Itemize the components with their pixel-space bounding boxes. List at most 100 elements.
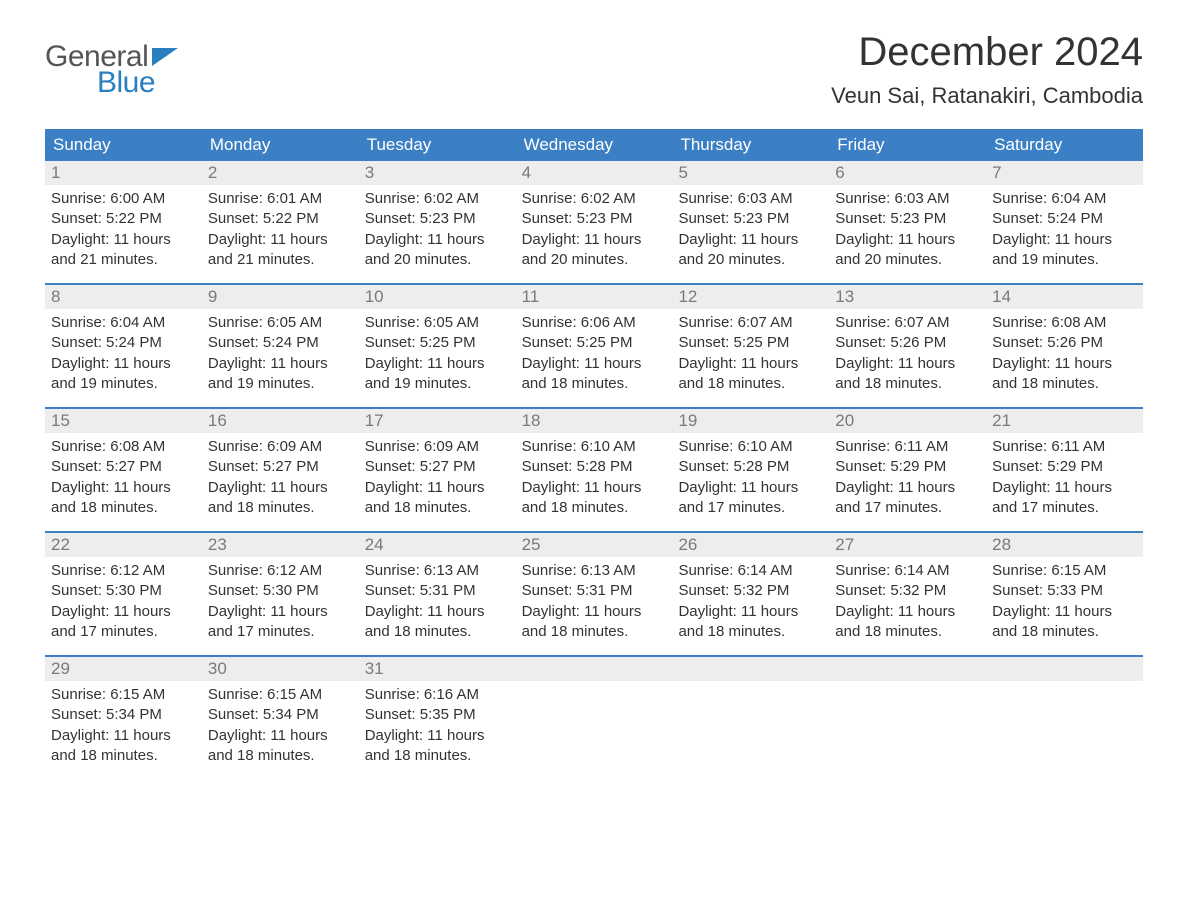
day-number: 18	[516, 409, 673, 433]
day-number: 2	[202, 161, 359, 185]
sunset-text: Sunset: 5:30 PM	[51, 581, 196, 601]
sunrise-text: Sunrise: 6:02 AM	[522, 189, 667, 209]
day-number: 1	[45, 161, 202, 185]
day-body: Sunrise: 6:08 AMSunset: 5:26 PMDaylight:…	[986, 309, 1143, 404]
day-number: 17	[359, 409, 516, 433]
daylight-text-1: Daylight: 11 hours	[835, 230, 980, 250]
day-cell: 4Sunrise: 6:02 AMSunset: 5:23 PMDaylight…	[516, 161, 673, 283]
daylight-text-2: and 20 minutes.	[835, 250, 980, 270]
daylight-text-1: Daylight: 11 hours	[208, 354, 353, 374]
day-number: 16	[202, 409, 359, 433]
day-number: 21	[986, 409, 1143, 433]
day-number-empty	[829, 657, 986, 681]
day-number: 9	[202, 285, 359, 309]
daylight-text-2: and 19 minutes.	[51, 374, 196, 394]
day-cell: 7Sunrise: 6:04 AMSunset: 5:24 PMDaylight…	[986, 161, 1143, 283]
day-header-sun: Sunday	[45, 129, 202, 161]
day-body: Sunrise: 6:05 AMSunset: 5:25 PMDaylight:…	[359, 309, 516, 404]
daylight-text-1: Daylight: 11 hours	[51, 230, 196, 250]
day-cell: 22Sunrise: 6:12 AMSunset: 5:30 PMDayligh…	[45, 533, 202, 655]
day-cell: 2Sunrise: 6:01 AMSunset: 5:22 PMDaylight…	[202, 161, 359, 283]
sunset-text: Sunset: 5:26 PM	[992, 333, 1137, 353]
day-header-mon: Monday	[202, 129, 359, 161]
sunrise-text: Sunrise: 6:13 AM	[365, 561, 510, 581]
day-cell: 28Sunrise: 6:15 AMSunset: 5:33 PMDayligh…	[986, 533, 1143, 655]
day-cell: 31Sunrise: 6:16 AMSunset: 5:35 PMDayligh…	[359, 657, 516, 779]
sunset-text: Sunset: 5:35 PM	[365, 705, 510, 725]
sunrise-text: Sunrise: 6:10 AM	[678, 437, 823, 457]
daylight-text-1: Daylight: 11 hours	[992, 602, 1137, 622]
daylight-text-2: and 20 minutes.	[365, 250, 510, 270]
day-body: Sunrise: 6:07 AMSunset: 5:26 PMDaylight:…	[829, 309, 986, 404]
daylight-text-2: and 18 minutes.	[522, 622, 667, 642]
sunset-text: Sunset: 5:22 PM	[51, 209, 196, 229]
day-cell: 24Sunrise: 6:13 AMSunset: 5:31 PMDayligh…	[359, 533, 516, 655]
sunset-text: Sunset: 5:33 PM	[992, 581, 1137, 601]
day-number-empty	[986, 657, 1143, 681]
sunset-text: Sunset: 5:23 PM	[365, 209, 510, 229]
day-number: 31	[359, 657, 516, 681]
daylight-text-2: and 19 minutes.	[365, 374, 510, 394]
day-body: Sunrise: 6:04 AMSunset: 5:24 PMDaylight:…	[986, 185, 1143, 280]
sunset-text: Sunset: 5:28 PM	[678, 457, 823, 477]
day-cell: 23Sunrise: 6:12 AMSunset: 5:30 PMDayligh…	[202, 533, 359, 655]
sunrise-text: Sunrise: 6:06 AM	[522, 313, 667, 333]
day-cell: 25Sunrise: 6:13 AMSunset: 5:31 PMDayligh…	[516, 533, 673, 655]
daylight-text-2: and 17 minutes.	[835, 498, 980, 518]
day-cell: 1Sunrise: 6:00 AMSunset: 5:22 PMDaylight…	[45, 161, 202, 283]
sunrise-text: Sunrise: 6:16 AM	[365, 685, 510, 705]
day-body: Sunrise: 6:04 AMSunset: 5:24 PMDaylight:…	[45, 309, 202, 404]
day-cell: 30Sunrise: 6:15 AMSunset: 5:34 PMDayligh…	[202, 657, 359, 779]
daylight-text-1: Daylight: 11 hours	[51, 478, 196, 498]
sunset-text: Sunset: 5:30 PM	[208, 581, 353, 601]
day-number: 23	[202, 533, 359, 557]
day-cell: 5Sunrise: 6:03 AMSunset: 5:23 PMDaylight…	[672, 161, 829, 283]
sunset-text: Sunset: 5:25 PM	[678, 333, 823, 353]
day-cell: 29Sunrise: 6:15 AMSunset: 5:34 PMDayligh…	[45, 657, 202, 779]
day-body: Sunrise: 6:02 AMSunset: 5:23 PMDaylight:…	[516, 185, 673, 280]
daylight-text-1: Daylight: 11 hours	[365, 602, 510, 622]
daylight-text-1: Daylight: 11 hours	[51, 354, 196, 374]
day-number: 28	[986, 533, 1143, 557]
daylight-text-2: and 20 minutes.	[678, 250, 823, 270]
daylight-text-1: Daylight: 11 hours	[678, 354, 823, 374]
day-body: Sunrise: 6:15 AMSunset: 5:34 PMDaylight:…	[202, 681, 359, 776]
week-row: 1Sunrise: 6:00 AMSunset: 5:22 PMDaylight…	[45, 161, 1143, 283]
sunrise-text: Sunrise: 6:15 AM	[208, 685, 353, 705]
day-number: 15	[45, 409, 202, 433]
day-cell: 12Sunrise: 6:07 AMSunset: 5:25 PMDayligh…	[672, 285, 829, 407]
daylight-text-1: Daylight: 11 hours	[678, 478, 823, 498]
day-cell: 3Sunrise: 6:02 AMSunset: 5:23 PMDaylight…	[359, 161, 516, 283]
day-number-empty	[516, 657, 673, 681]
sunrise-text: Sunrise: 6:11 AM	[992, 437, 1137, 457]
day-number: 14	[986, 285, 1143, 309]
sunset-text: Sunset: 5:34 PM	[208, 705, 353, 725]
daylight-text-2: and 18 minutes.	[365, 498, 510, 518]
sunset-text: Sunset: 5:25 PM	[365, 333, 510, 353]
sunset-text: Sunset: 5:31 PM	[522, 581, 667, 601]
day-number: 10	[359, 285, 516, 309]
day-number: 4	[516, 161, 673, 185]
day-header-thu: Thursday	[672, 129, 829, 161]
day-number: 30	[202, 657, 359, 681]
day-cell	[986, 657, 1143, 779]
daylight-text-2: and 19 minutes.	[208, 374, 353, 394]
calendar: Sunday Monday Tuesday Wednesday Thursday…	[45, 129, 1143, 779]
sunrise-text: Sunrise: 6:05 AM	[365, 313, 510, 333]
sunset-text: Sunset: 5:27 PM	[51, 457, 196, 477]
daylight-text-2: and 17 minutes.	[678, 498, 823, 518]
sunrise-text: Sunrise: 6:09 AM	[208, 437, 353, 457]
sunrise-text: Sunrise: 6:08 AM	[51, 437, 196, 457]
daylight-text-2: and 18 minutes.	[522, 498, 667, 518]
daylight-text-1: Daylight: 11 hours	[678, 230, 823, 250]
daylight-text-2: and 18 minutes.	[365, 622, 510, 642]
sunrise-text: Sunrise: 6:05 AM	[208, 313, 353, 333]
day-number: 22	[45, 533, 202, 557]
daylight-text-2: and 17 minutes.	[51, 622, 196, 642]
page-header: General Blue December 2024 Veun Sai, Rat…	[45, 30, 1143, 109]
daylight-text-2: and 17 minutes.	[992, 498, 1137, 518]
sunrise-text: Sunrise: 6:07 AM	[678, 313, 823, 333]
daylight-text-2: and 21 minutes.	[208, 250, 353, 270]
daylight-text-2: and 18 minutes.	[51, 498, 196, 518]
week-row: 29Sunrise: 6:15 AMSunset: 5:34 PMDayligh…	[45, 655, 1143, 779]
